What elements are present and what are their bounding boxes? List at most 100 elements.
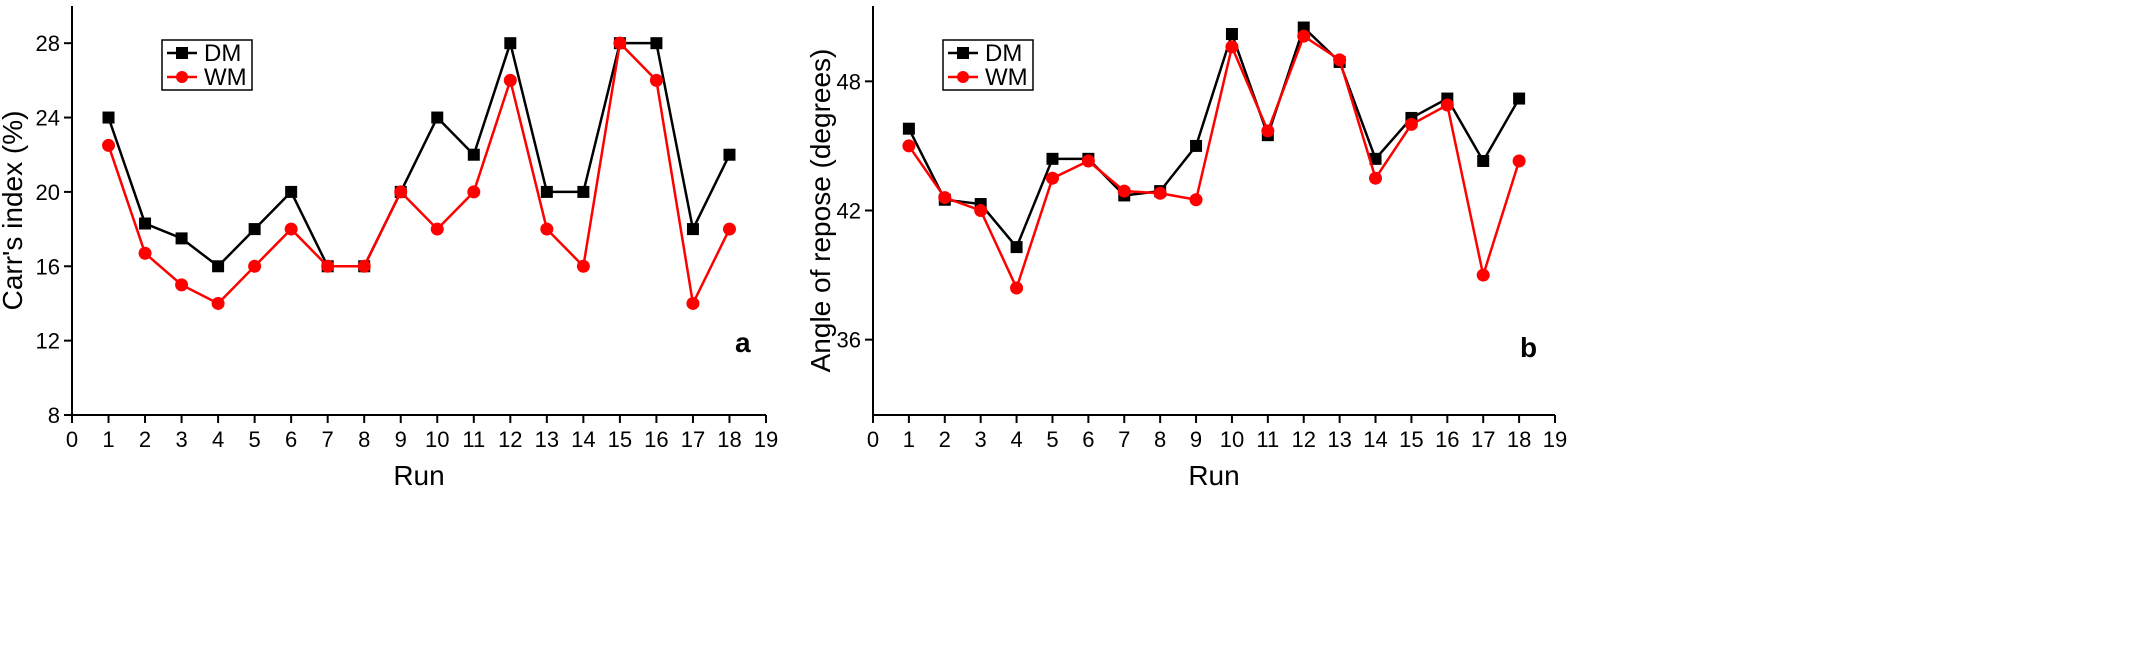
data-point-dm bbox=[686, 223, 699, 236]
y-axis-title: Carr's index (%) bbox=[0, 111, 28, 311]
legend-marker-dm bbox=[957, 47, 969, 59]
x-tick-label: 11 bbox=[462, 427, 485, 452]
x-tick-label: 18 bbox=[1507, 427, 1531, 452]
x-tick-label: 10 bbox=[1220, 427, 1244, 452]
data-point-wm bbox=[1081, 154, 1095, 168]
legend-marker-dm bbox=[176, 47, 188, 59]
x-tick-label: 5 bbox=[1046, 427, 1058, 452]
y-tick-label: 36 bbox=[837, 328, 861, 353]
y-tick-label: 8 bbox=[48, 403, 60, 428]
data-point-wm bbox=[613, 36, 627, 50]
x-tick-label: 2 bbox=[139, 427, 151, 452]
data-point-wm bbox=[1297, 29, 1311, 43]
data-point-wm bbox=[1476, 268, 1490, 282]
x-tick-label: 15 bbox=[608, 427, 632, 452]
data-point-dm bbox=[650, 37, 663, 50]
x-tick-label: 14 bbox=[571, 427, 595, 452]
x-tick-label: 17 bbox=[681, 427, 705, 452]
data-point-dm bbox=[1477, 154, 1490, 167]
data-point-wm bbox=[138, 246, 152, 260]
data-point-wm bbox=[722, 222, 736, 236]
y-tick-label: 48 bbox=[837, 69, 861, 94]
data-point-dm bbox=[1046, 152, 1059, 165]
x-tick-label: 0 bbox=[867, 427, 879, 452]
x-tick-label: 3 bbox=[175, 427, 187, 452]
data-point-wm bbox=[938, 191, 952, 205]
data-point-wm bbox=[1440, 98, 1454, 112]
x-tick-label: 6 bbox=[1082, 427, 1094, 452]
x-tick-label: 19 bbox=[1543, 427, 1567, 452]
panel-label: b bbox=[1520, 332, 1537, 363]
panel-label: a bbox=[735, 327, 751, 358]
x-tick-label: 15 bbox=[1399, 427, 1423, 452]
x-tick-label: 16 bbox=[644, 427, 668, 452]
data-point-dm bbox=[175, 232, 188, 245]
data-point-dm bbox=[577, 185, 590, 198]
x-tick-label: 5 bbox=[249, 427, 261, 452]
y-tick-label: 16 bbox=[36, 254, 60, 279]
data-point-dm bbox=[248, 223, 261, 236]
data-point-wm bbox=[1333, 53, 1347, 67]
x-tick-label: 18 bbox=[717, 427, 741, 452]
data-point-wm bbox=[1512, 154, 1526, 168]
data-point-wm bbox=[902, 139, 916, 153]
x-tick-label: 1 bbox=[903, 427, 915, 452]
chart-panel-a: 0 1 2 3 4 5 6 7 8 9 10 11 12 13 14 15 16 17 18 198121620242… bbox=[0, 6, 778, 491]
x-tick-label: 3 bbox=[975, 427, 987, 452]
legend-label-wm: WM bbox=[204, 64, 247, 91]
data-point-wm bbox=[1225, 40, 1239, 54]
data-point-dm bbox=[723, 148, 736, 161]
x-tick-label: 10 bbox=[425, 427, 449, 452]
data-point-dm bbox=[504, 37, 517, 50]
legend-label-dm: DM bbox=[204, 40, 241, 67]
data-point-wm bbox=[1117, 184, 1131, 198]
data-point-wm bbox=[576, 259, 590, 273]
data-point-dm bbox=[212, 260, 225, 273]
y-tick-label: 28 bbox=[36, 31, 60, 56]
x-tick-label: 19 bbox=[754, 427, 778, 452]
legend-label-wm: WM bbox=[985, 64, 1028, 91]
legend-label-dm: DM bbox=[985, 40, 1022, 67]
data-point-wm bbox=[503, 73, 517, 87]
x-axis-title: Run bbox=[393, 460, 444, 491]
data-point-dm bbox=[1010, 241, 1023, 254]
x-tick-label: 4 bbox=[1010, 427, 1022, 452]
x-tick-label: 7 bbox=[322, 427, 334, 452]
x-tick-label: 1 bbox=[102, 427, 114, 452]
data-point-dm bbox=[1369, 152, 1382, 165]
x-tick-label: 9 bbox=[395, 427, 407, 452]
data-point-dm bbox=[431, 111, 444, 124]
series-line-wm bbox=[107, 40, 731, 308]
y-tick-label: 12 bbox=[36, 329, 60, 354]
data-point-wm bbox=[430, 222, 444, 236]
data-point-dm bbox=[1225, 27, 1238, 40]
chart-panel-b: 0 1 2 3 4 5 6 7 8 9 10 11 12 13 14 15 16 17 18 19364248RunA… bbox=[805, 6, 1567, 491]
data-point-wm bbox=[284, 222, 298, 236]
legend-marker-wm bbox=[957, 71, 969, 83]
x-tick-label: 9 bbox=[1190, 427, 1202, 452]
x-tick-label: 13 bbox=[1327, 427, 1351, 452]
data-point-wm bbox=[649, 73, 663, 87]
data-point-wm bbox=[1153, 186, 1167, 200]
data-point-wm bbox=[1404, 117, 1418, 131]
data-point-wm bbox=[321, 259, 335, 273]
x-tick-label: 7 bbox=[1118, 427, 1130, 452]
x-tick-label: 0 bbox=[66, 427, 78, 452]
x-tick-label: 6 bbox=[285, 427, 297, 452]
data-point-wm bbox=[467, 185, 481, 199]
data-point-wm bbox=[211, 296, 225, 310]
data-point-wm bbox=[974, 204, 988, 217]
data-point-dm bbox=[1190, 139, 1203, 152]
data-point-wm bbox=[686, 296, 700, 310]
x-tick-label: 14 bbox=[1363, 427, 1387, 452]
x-tick-label: 8 bbox=[1154, 427, 1166, 452]
data-point-dm bbox=[902, 122, 915, 135]
y-tick-label: 24 bbox=[36, 106, 60, 131]
data-point-dm bbox=[1513, 92, 1526, 105]
x-tick-label: 11 bbox=[1256, 427, 1279, 452]
data-point-wm bbox=[357, 259, 371, 273]
data-point-wm bbox=[1189, 193, 1203, 207]
legend-marker-wm bbox=[176, 71, 188, 83]
